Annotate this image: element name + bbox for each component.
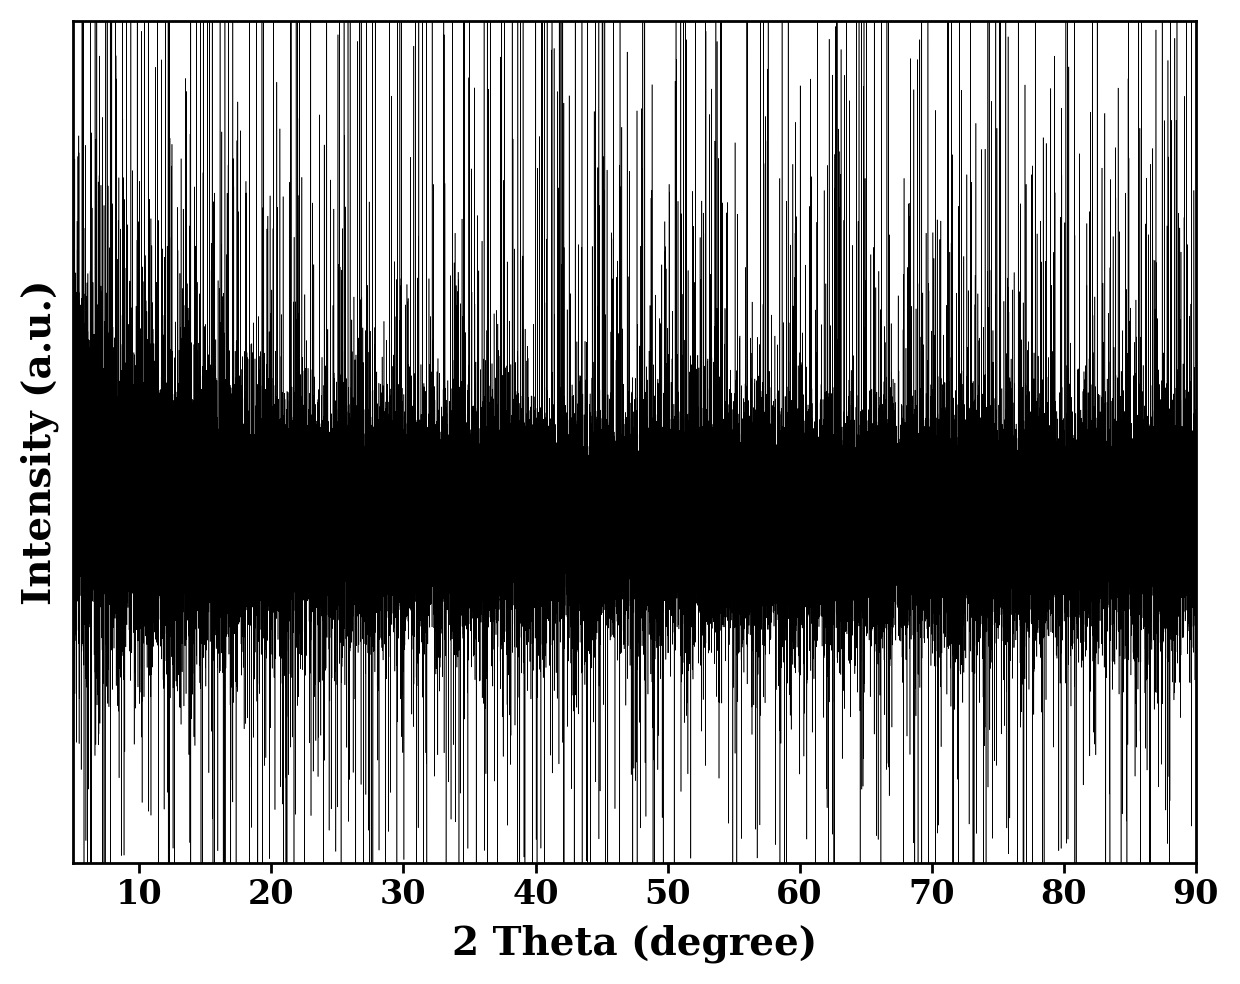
X-axis label: 2 Theta (degree): 2 Theta (degree) bbox=[451, 925, 817, 963]
Y-axis label: Intensity (a.u.): Intensity (a.u.) bbox=[21, 279, 60, 605]
